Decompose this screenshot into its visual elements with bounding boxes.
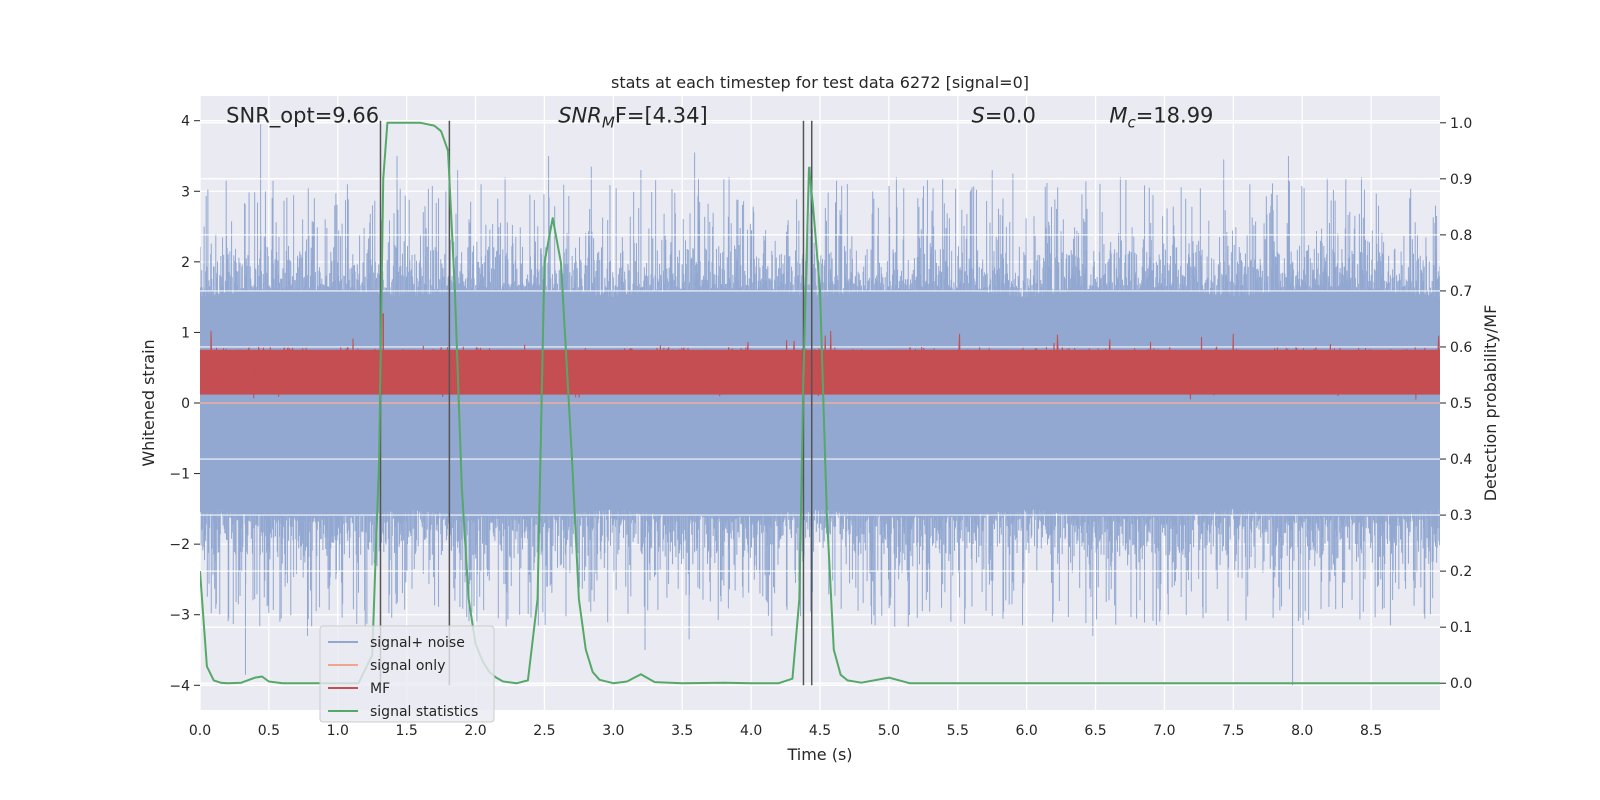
x-tick-label: 6.0 [1016, 723, 1038, 739]
y-axis-label-right: Detection probability/MF [1481, 305, 1500, 502]
annotation-3: Mc=18.99 [1109, 104, 1213, 132]
x-tick-label: 2.0 [464, 723, 486, 739]
x-tick-label: 2.5 [533, 723, 555, 739]
legend: signal+ noise signal only MF signal statist… [319, 625, 495, 723]
legend-label: signal only [370, 658, 445, 674]
legend-label: signal statistics [370, 704, 478, 720]
signal-statistics-line [200, 121, 1440, 685]
x-tick-label: 1.5 [396, 723, 418, 739]
signal-statistics-series [200, 121, 1440, 685]
x-tick-label: 3.5 [671, 723, 693, 739]
y-tick-label: 1 [181, 325, 190, 341]
plot-area [199, 96, 1440, 710]
x-tick-label: 1.0 [327, 723, 349, 739]
annotation-symbol: S [972, 104, 985, 128]
y-right-tick-label: 0.2 [1450, 564, 1472, 580]
x-tick-label: 0.5 [258, 723, 280, 739]
x-tick-label: 3.0 [602, 723, 624, 739]
x-axis-label: Time (s) [786, 745, 852, 764]
x-tick-labels: 0.0 0.5 1.0 1.5 2.0 2.5 3.0 3.5 4.0 4.5 5.0 5.5 6.0 6… [189, 723, 1382, 739]
x-tick-label: 7.0 [1153, 723, 1175, 739]
x-tick-label: 6.5 [1084, 723, 1106, 739]
y-right-tick-label: 0.8 [1450, 228, 1472, 244]
y-right-tick-label: 0.0 [1450, 676, 1472, 692]
annotation-subscript: M [602, 114, 615, 132]
annotation-0: SNR_opt=9.66 [226, 104, 379, 129]
x-tick-label: 5.5 [947, 723, 969, 739]
y-tick-labels-left: 4 3 2 1 0 −1 −2 −3 −4 [169, 114, 200, 694]
y-right-tick-label: 0.5 [1450, 396, 1472, 412]
y-tick-label: 3 [181, 184, 190, 200]
annotation-2: S=0.0 [972, 104, 1036, 128]
chart-title: stats at each timestep for test data 627… [611, 73, 1029, 92]
x-tick-label: 5.0 [878, 723, 900, 739]
y-tick-label: 0 [181, 396, 190, 412]
annotation-value: F=[4.34] [615, 104, 708, 128]
annotation-value: =18.99 [1136, 104, 1214, 128]
x-tick-label: 8.0 [1291, 723, 1313, 739]
x-tick-label: 7.5 [1222, 723, 1244, 739]
y-right-tick-label: 1.0 [1450, 116, 1472, 132]
y-right-tick-label: 0.6 [1450, 340, 1472, 356]
x-tick-label: 0.0 [189, 723, 211, 739]
legend-label: signal+ noise [370, 635, 465, 651]
mf-trace [200, 330, 1440, 402]
y-tick-label: −1 [169, 467, 190, 483]
legend-label: MF [370, 681, 390, 697]
annotation-symbol: M [1109, 104, 1127, 128]
y-right-tick-label: 0.9 [1450, 172, 1472, 188]
legend-box [319, 625, 495, 723]
x-tick-label: 4.0 [740, 723, 762, 739]
y-tick-label: 2 [181, 255, 190, 271]
mf-series [200, 313, 1440, 402]
y-axis-label-left: Whitened strain [139, 339, 158, 466]
y-tick-label: −2 [169, 537, 190, 553]
annotations: SNR_opt=9.66 SNRMF=[4.34] S=0.0 Mc=18.99 [226, 104, 1213, 132]
y-tick-label: −3 [169, 608, 190, 624]
x-tick-label: 4.5 [809, 723, 831, 739]
y-right-tick-label: 0.4 [1450, 452, 1472, 468]
y-tick-label: 4 [181, 114, 190, 130]
y-right-tick-label: 0.7 [1450, 284, 1472, 300]
annotation-symbol: SNR [558, 104, 602, 128]
y-tick-labels-right: 1.0 0.9 0.8 0.7 0.6 0.5 0.4 0.3 0.2 0.1 0.0 [1440, 116, 1472, 692]
annotation-value: =0.0 [985, 104, 1036, 128]
annotation-subscript: c [1127, 114, 1136, 132]
annotation-1: SNRMF=[4.34] [558, 104, 707, 132]
x-tick-label: 8.5 [1360, 723, 1382, 739]
y-right-tick-label: 0.1 [1450, 620, 1472, 636]
y-tick-label: −4 [169, 678, 190, 694]
y-right-tick-label: 0.3 [1450, 508, 1472, 524]
